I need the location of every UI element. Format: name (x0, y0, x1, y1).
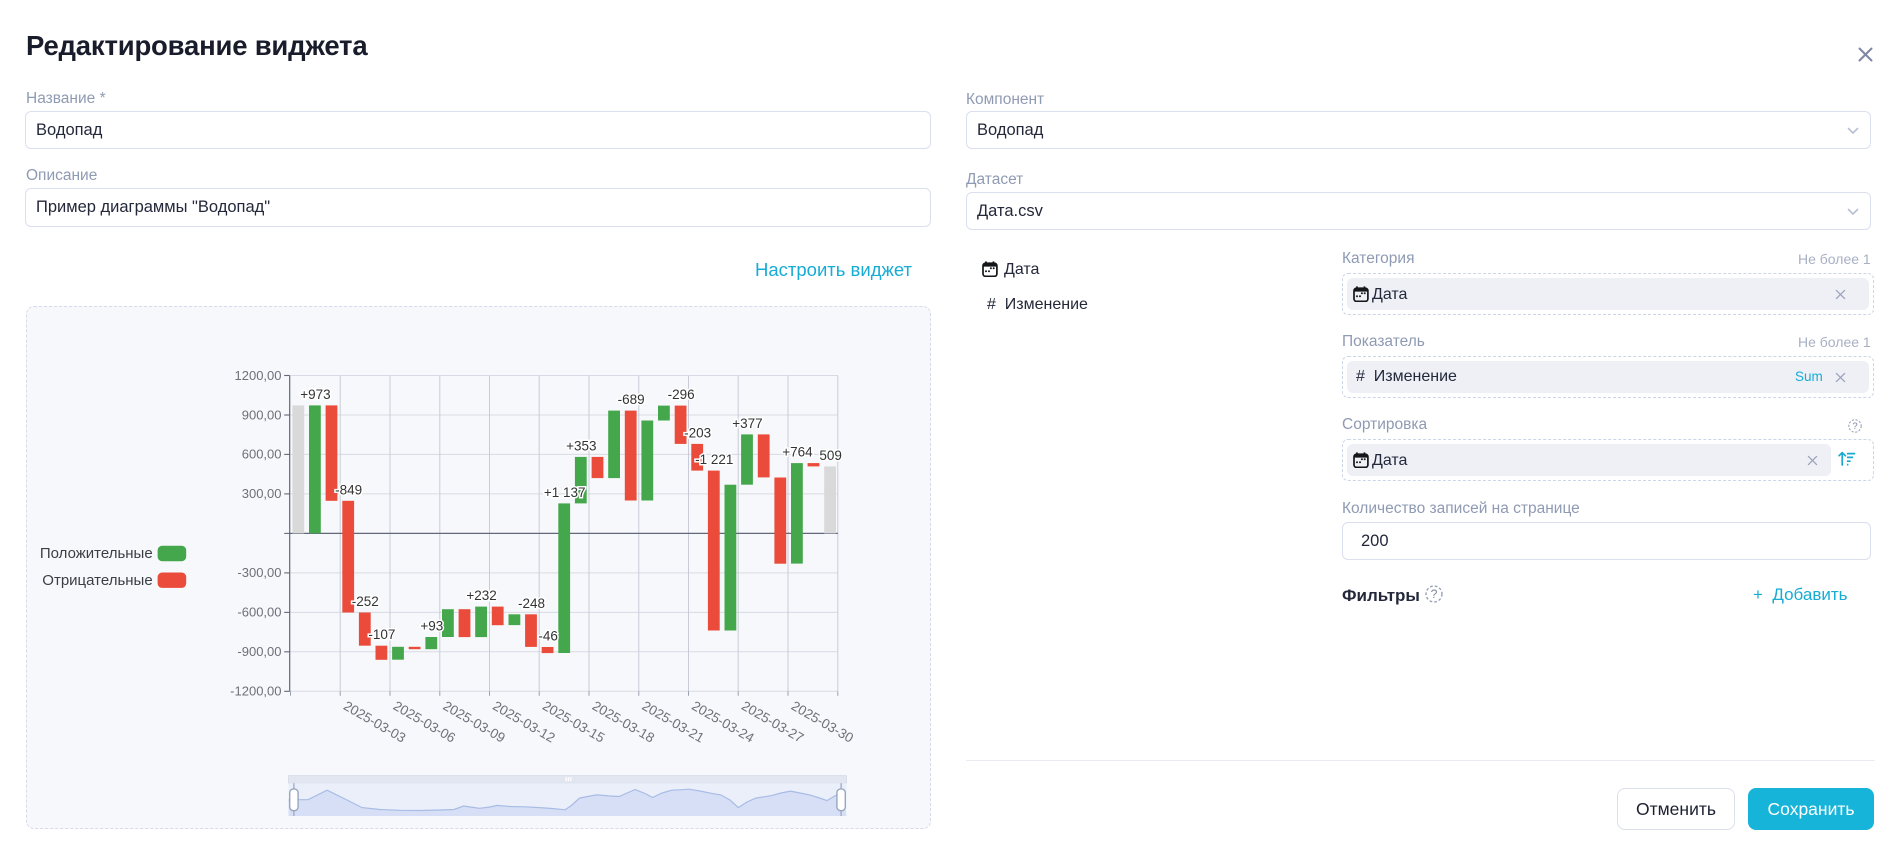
svg-text:-203: -203 (684, 425, 711, 440)
svg-text:900,00: 900,00 (242, 407, 282, 422)
svg-text:-248: -248 (518, 596, 545, 611)
svg-text:+764: +764 (782, 445, 813, 460)
svg-text:+232: +232 (466, 588, 496, 603)
svg-text:-900,00: -900,00 (237, 644, 281, 659)
svg-text:-300,00: -300,00 (237, 565, 281, 580)
svg-text:Положительные: Положительные (40, 545, 153, 562)
svg-text:-849: -849 (335, 482, 362, 497)
svg-text:+93: +93 (420, 619, 443, 634)
svg-text:?: ? (1431, 587, 1438, 601)
svg-text:-252: -252 (352, 594, 379, 609)
svg-text:-1200,00: -1200,00 (230, 684, 281, 699)
svg-text:509: 509 (819, 448, 842, 463)
svg-text:-689: -689 (618, 392, 645, 407)
svg-text:600,00: 600,00 (242, 447, 282, 462)
svg-text:+1 137: +1 137 (544, 485, 586, 500)
svg-text:?: ? (1852, 421, 1857, 432)
svg-text:-600,00: -600,00 (237, 605, 281, 620)
svg-text:-296: -296 (668, 387, 695, 402)
svg-text:-46: -46 (538, 629, 558, 644)
svg-text:+353: +353 (566, 438, 596, 453)
svg-text:1200,00: 1200,00 (235, 368, 282, 383)
svg-text:+973: +973 (300, 387, 330, 402)
svg-text:-1 221: -1 221 (695, 452, 733, 467)
svg-text:300,00: 300,00 (242, 486, 282, 501)
svg-text:Отрицательные: Отрицательные (42, 572, 152, 589)
svg-text:-107: -107 (368, 627, 395, 642)
svg-text:+377: +377 (732, 416, 762, 431)
